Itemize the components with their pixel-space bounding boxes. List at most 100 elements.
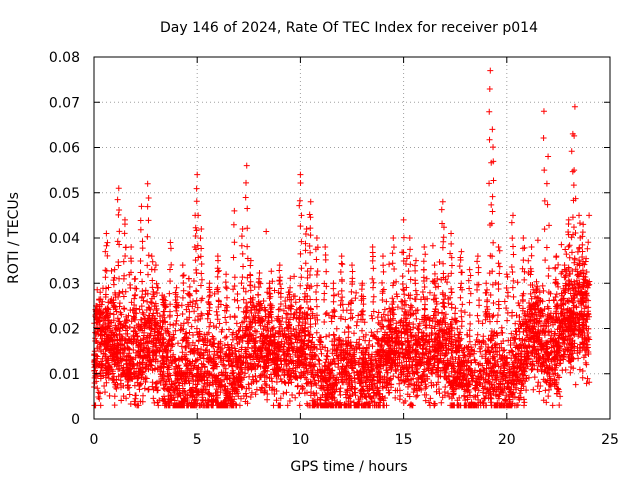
roti-spike-point: [110, 317, 117, 324]
y-tick-label: 0.06: [49, 141, 80, 157]
roti-spike-point: [240, 308, 247, 315]
roti-spike-point: [519, 265, 526, 272]
roti-spike-point: [519, 320, 526, 327]
roti-spike-point: [191, 243, 198, 250]
roti-spike-point: [476, 302, 483, 309]
roti-spike-point: [566, 254, 573, 261]
roti-spike-point: [313, 303, 320, 310]
roti-peak-point: [421, 244, 428, 251]
roti-spike-point: [412, 280, 419, 287]
roti-spike-point: [172, 297, 179, 304]
roti-spike-point: [400, 249, 407, 256]
roti-spike-point: [132, 285, 139, 292]
roti-spike-point: [330, 298, 337, 305]
roti-spike-point: [180, 279, 187, 286]
roti-spike-point: [489, 281, 496, 288]
roti-spike-point: [120, 305, 127, 312]
data-points: [91, 67, 593, 409]
roti-spike-point: [144, 233, 151, 240]
roti-spike-point: [581, 261, 588, 268]
roti-spike-point: [562, 280, 569, 287]
roti-spike-point: [243, 179, 250, 186]
roti-spike-point: [338, 278, 345, 285]
roti-peak-point: [103, 230, 110, 237]
roti-spike-point: [167, 301, 174, 308]
roti-spike-point: [321, 318, 328, 325]
roti-spike-point: [115, 211, 122, 218]
roti-spike-point: [153, 305, 160, 312]
roti-spike-point: [448, 316, 455, 323]
roti-spike-point: [580, 270, 587, 277]
roti-spike-point: [127, 281, 134, 288]
roti-spike-point: [314, 244, 321, 251]
roti-spike-point: [440, 299, 447, 306]
roti-spike-point: [296, 202, 303, 209]
roti-spike-point: [192, 301, 199, 308]
roti-spike-point: [195, 254, 202, 261]
roti-peak-point: [495, 244, 502, 251]
roti-spike-point: [370, 284, 377, 291]
roti-spike-point: [193, 269, 200, 276]
roti-spike-point: [307, 249, 314, 256]
roti-spike-point: [561, 320, 568, 327]
roti-spike-point: [519, 296, 526, 303]
roti-spike-point: [440, 224, 447, 231]
roti-spike-point: [145, 271, 152, 278]
roti-spike-point: [192, 233, 199, 240]
roti-spike-point: [115, 258, 122, 265]
roti-spike-point: [486, 86, 493, 93]
roti-spike-point: [205, 298, 212, 305]
roti-spike-point: [297, 179, 304, 186]
roti-spike-point: [407, 261, 414, 268]
roti-spike-point: [474, 312, 481, 319]
roti-spike-point: [552, 276, 559, 283]
roti-spike-point: [256, 314, 263, 321]
roti-spike-point: [566, 278, 573, 285]
roti-spike-point: [541, 167, 548, 174]
roti-spike-point: [276, 317, 283, 324]
roti-spike-point: [420, 266, 427, 273]
roti-spike-point: [314, 282, 321, 289]
roti-spike-point: [185, 291, 192, 298]
roti-spike-point: [490, 177, 497, 184]
roti-spike-point: [389, 309, 396, 316]
roti-spike-point: [180, 287, 187, 294]
roti-spike-point: [308, 283, 315, 290]
roti-spike-point: [503, 285, 510, 292]
roti-spike-point: [244, 225, 251, 232]
roti-spike-point: [322, 252, 329, 259]
roti-spike-point: [152, 300, 159, 307]
roti-peak-point: [256, 275, 263, 282]
roti-spike-point: [369, 315, 376, 322]
roti-spike-point: [447, 250, 454, 257]
roti-spike-point: [331, 308, 338, 315]
roti-spike-point: [542, 257, 549, 264]
roti-spike-point: [256, 307, 263, 314]
roti-spike-point: [127, 307, 134, 314]
roti-spike-point: [503, 305, 510, 312]
roti-spike-point: [304, 293, 311, 300]
roti-spike-point: [380, 268, 387, 275]
roti-spike-point: [187, 299, 194, 306]
roti-peak-point: [483, 280, 490, 287]
roti-spike-point: [304, 274, 311, 281]
roti-spike-point: [244, 243, 251, 250]
roti-spike-point: [407, 246, 414, 253]
roti-spike-point: [490, 300, 497, 307]
roti-spike-point: [197, 282, 204, 289]
roti-spike-point: [407, 276, 414, 283]
roti-spike-point: [166, 290, 173, 297]
roti-spike-point: [307, 225, 314, 232]
roti-spike-point: [257, 302, 264, 309]
roti-spike-point: [338, 287, 345, 294]
roti-spike-point: [198, 276, 205, 283]
roti-spike-point: [580, 312, 587, 319]
roti-spike-point: [488, 201, 495, 208]
roti-spike-point: [148, 295, 155, 302]
roti-spike-point: [552, 279, 559, 286]
roti-spike-point: [474, 286, 481, 293]
x-tick-label: 15: [395, 432, 413, 448]
roti-spike-point: [153, 280, 160, 287]
roti-spike-point: [543, 180, 550, 187]
roti-spike-point: [527, 290, 534, 297]
